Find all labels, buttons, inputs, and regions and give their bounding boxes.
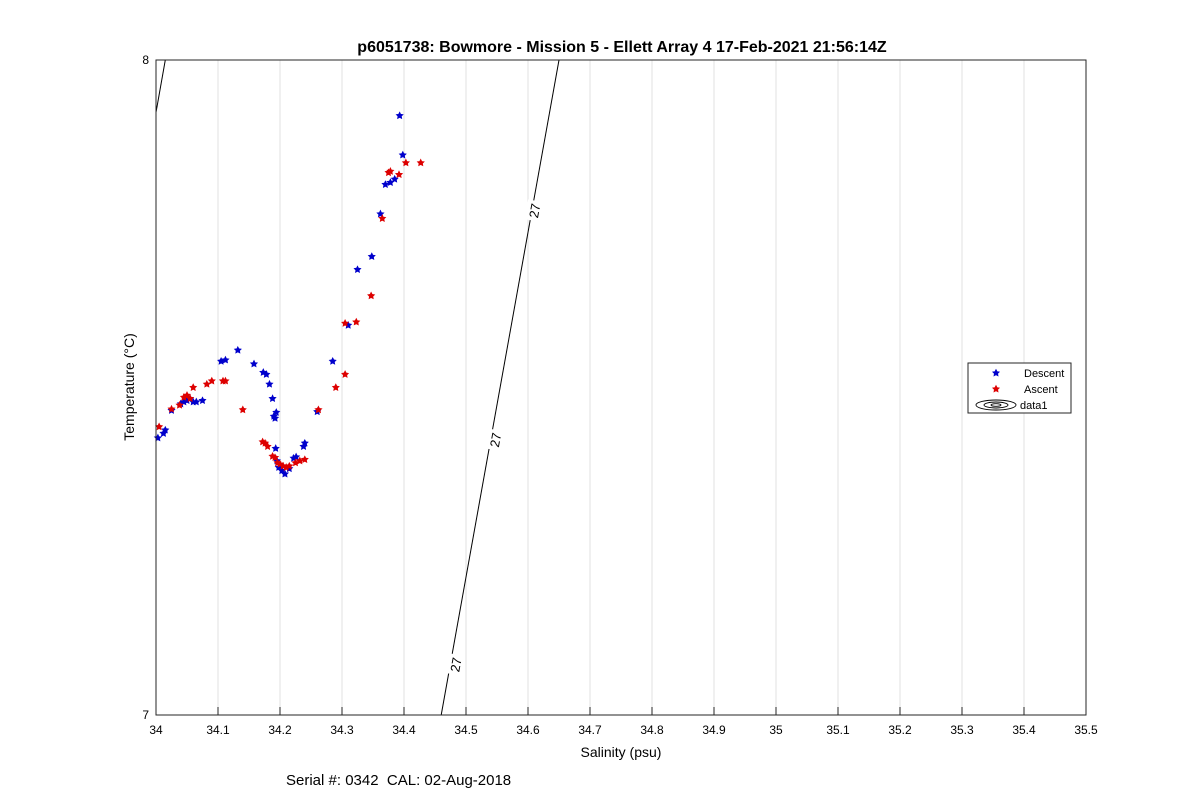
ascent-point — [394, 170, 404, 179]
y-axis: 78 — [142, 53, 164, 722]
legend-contour-icon — [975, 399, 1017, 411]
ascent-point — [378, 214, 387, 222]
descent-point — [328, 357, 337, 365]
descent-point — [265, 379, 274, 388]
ascent-point — [341, 370, 350, 378]
legend-label: Descent — [1024, 368, 1064, 380]
legend-marker — [991, 384, 1001, 393]
ascent-point — [202, 379, 211, 388]
serial-calibration-note: Serial #: 0342 CAL: 02-Aug-2018 — [286, 772, 512, 789]
x-tick-label: 34.6 — [516, 723, 540, 737]
ascent-point — [238, 405, 247, 414]
legend-box — [967, 362, 1072, 414]
ascent-point — [314, 405, 323, 414]
ascent-point — [221, 376, 230, 385]
descent-point — [268, 394, 277, 403]
ascent-point — [416, 158, 425, 167]
x-tick-label: 35.5 — [1074, 723, 1098, 737]
x-tick-label: 35.3 — [950, 723, 974, 737]
y-tick-label: 7 — [142, 708, 149, 722]
legend-contour-icon — [990, 403, 1002, 407]
descent-point — [249, 359, 259, 368]
ascent-point — [386, 167, 395, 175]
ascent-point — [300, 455, 309, 464]
descent-point — [262, 370, 271, 378]
legend-marker — [991, 368, 1001, 377]
ascent-point — [331, 383, 340, 391]
chart-title: p6051738: Bowmore - Mission 5 - Ellett A… — [357, 39, 887, 56]
plot-frame — [155, 59, 1087, 716]
contour-line — [440, 59, 560, 716]
contour-label: 27 — [487, 432, 504, 449]
ascent-point — [401, 158, 410, 167]
contour-label: 27 — [526, 202, 543, 219]
ascent-point — [207, 376, 216, 385]
y-axis-label: Temperature (°C) — [121, 333, 137, 441]
contour-label-bg — [524, 199, 544, 222]
x-tick-label: 34 — [149, 723, 163, 737]
x-tick-label: 34.3 — [330, 723, 354, 737]
ascent-point — [367, 291, 376, 300]
descent-point — [192, 397, 201, 406]
x-tick-label: 34.4 — [392, 723, 416, 737]
x-axis-label: Salinity (psu) — [581, 744, 662, 760]
descent-point — [272, 408, 281, 416]
ascent-point — [341, 319, 350, 327]
contour-line — [155, 59, 166, 113]
data-points — [153, 111, 425, 478]
descent-point — [280, 469, 290, 478]
legend-label: Ascent — [1024, 384, 1058, 396]
x-tick-label: 34.2 — [268, 723, 292, 737]
descent-point — [161, 425, 170, 434]
x-axis: 34 34.1 34.2 34.3 34.4 34.5 34.6 34.7 34.8 34.9 35… — [149, 707, 1098, 737]
legend-label: data1 — [1020, 400, 1048, 412]
x-tick-label: 34.1 — [206, 723, 230, 737]
legend-contour-icon — [983, 401, 1009, 409]
descent-point — [270, 414, 280, 422]
ascent-point — [270, 453, 280, 462]
ascent-point — [189, 383, 198, 391]
y-tick-label: 8 — [142, 53, 149, 67]
legend: Descent Ascent data1 — [967, 362, 1072, 414]
ascent-point — [167, 404, 176, 413]
descent-point — [233, 345, 242, 354]
ascent-point — [175, 400, 184, 409]
density-contours: 27 27 27 — [155, 59, 560, 716]
contour-label-bg — [445, 653, 466, 676]
contour-label: 27 — [447, 656, 464, 673]
ascent-point — [285, 461, 294, 470]
descent-point — [300, 438, 309, 447]
descent-point — [221, 355, 230, 364]
ascent-point — [263, 442, 272, 450]
descent-point — [198, 396, 207, 405]
x-tick-label: 34.5 — [454, 723, 478, 737]
x-tick-label: 35.2 — [888, 723, 912, 737]
contour-label-bg — [485, 428, 505, 452]
ascent-point — [352, 317, 361, 326]
descent-point — [395, 111, 404, 120]
ascent-point — [186, 394, 195, 403]
descent-point — [353, 265, 362, 274]
x-tick-label: 35 — [769, 723, 783, 737]
x-tick-label: 34.7 — [578, 723, 602, 737]
descent-point — [271, 444, 280, 452]
descent-point — [367, 252, 376, 260]
descent-point — [292, 452, 301, 461]
descent-point — [390, 174, 399, 183]
x-tick-label: 35.4 — [1012, 723, 1036, 737]
descent-point — [398, 150, 407, 159]
x-tick-label: 35.1 — [826, 723, 850, 737]
descent-point — [381, 180, 390, 188]
x-tick-label: 34.9 — [702, 723, 726, 737]
x-tick-label: 34.8 — [640, 723, 664, 737]
